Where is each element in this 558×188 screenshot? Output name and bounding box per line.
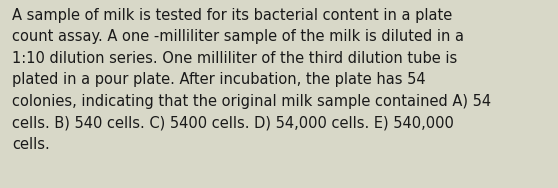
Text: A sample of milk is tested for its bacterial content in a plate
count assay. A o: A sample of milk is tested for its bacte… [12,8,492,152]
